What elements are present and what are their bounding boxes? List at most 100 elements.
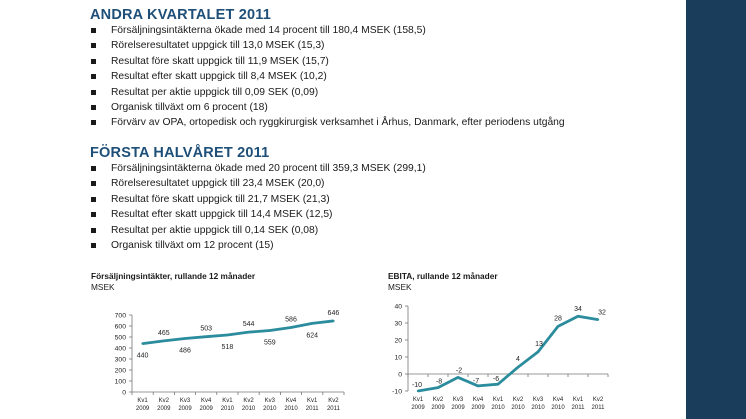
bullet-square-icon — [91, 166, 96, 171]
y-tick-label: 0 — [398, 371, 402, 378]
x-tick-label: 2009 — [431, 405, 445, 411]
data-point — [162, 339, 165, 343]
data-point — [516, 366, 520, 369]
x-tick-label: Kv1 — [413, 397, 424, 403]
data-label: -8 — [436, 379, 442, 386]
y-tick-label: 40 — [394, 303, 402, 310]
data-point — [311, 322, 314, 325]
bullet-square-icon — [91, 196, 96, 202]
bullet-list-q2: Försäljningsintäkterna ökade med 14 proc… — [90, 23, 565, 131]
x-tick-label: Kv3 — [265, 398, 276, 404]
bullet-square-icon — [91, 181, 96, 187]
x-tick-label: 2010 — [242, 406, 256, 412]
data-label: -7 — [473, 378, 479, 385]
data-label: 486 — [179, 348, 191, 355]
x-tick-label: Kv2 — [513, 397, 524, 403]
x-tick-label: 2010 — [511, 405, 525, 411]
x-tick-label: 2011 — [327, 406, 341, 412]
x-tick-label: 2009 — [411, 405, 425, 411]
x-tick-label: 2010 — [551, 405, 565, 411]
x-tick-label: 2011 — [592, 405, 606, 411]
section-title-q2: ANDRA KVARTALET 2011 — [90, 7, 271, 23]
x-tick-label: Kv4 — [553, 397, 564, 403]
data-point — [247, 330, 250, 334]
bullet-item: Rörelseresultatet uppgick till 13,0 MSEK… — [90, 38, 565, 53]
bullet-item: Rörelseresultatet uppgick till 23,4 MSEK… — [90, 176, 426, 191]
data-label: 586 — [285, 317, 297, 324]
x-tick-label: 2009 — [178, 406, 192, 412]
data-label: 465 — [158, 330, 170, 337]
data-point — [141, 342, 144, 345]
x-tick-label: Kv3 — [453, 397, 464, 403]
x-tick-label: Kv3 — [533, 397, 544, 403]
data-label: 646 — [328, 310, 340, 317]
x-tick-label: Kv1 — [307, 398, 318, 404]
chart-unit-ebita: MSEK — [388, 282, 412, 292]
bullet-item: Organisk tillväxt om 12 procent (15) — [90, 238, 426, 253]
bullet-square-icon — [91, 120, 96, 126]
bullet-square-icon — [91, 58, 96, 64]
data-label: 518 — [222, 344, 234, 351]
data-point — [596, 318, 600, 321]
bullet-text: Resultat efter skatt uppgick till 14,4 M… — [111, 209, 333, 221]
y-tick-label: 20 — [394, 337, 402, 344]
data-label: 544 — [243, 321, 255, 328]
sidebar-band — [686, 0, 746, 419]
data-label: 28 — [554, 315, 562, 322]
bullet-item: Förvärv av OPA, ortopedisk och ryggkirur… — [90, 115, 565, 130]
y-tick-label: 300 — [115, 356, 127, 363]
data-label: -6 — [493, 376, 499, 383]
y-tick-label: -10 — [392, 388, 402, 395]
x-tick-label: 2010 — [221, 406, 235, 412]
data-label: 4 — [516, 356, 520, 363]
x-tick-label: Kv2 — [593, 397, 604, 403]
y-tick-label: 30 — [394, 320, 402, 327]
x-tick-label: Kv2 — [328, 398, 339, 404]
x-tick-label: Kv4 — [286, 398, 297, 404]
bullet-square-icon — [91, 28, 96, 33]
bullet-item: Försäljningsintäkterna ökade med 14 proc… — [90, 23, 565, 38]
x-tick-label: Kv3 — [180, 398, 191, 404]
x-tick-label: Kv1 — [573, 397, 584, 403]
bullet-square-icon — [91, 74, 96, 80]
bullet-item: Resultat per aktie uppgick till 0,14 SEK… — [90, 223, 426, 238]
bullet-square-icon — [91, 212, 96, 218]
x-tick-label: Kv4 — [201, 398, 212, 404]
data-label: -10 — [412, 382, 422, 389]
x-tick-label: Kv4 — [473, 397, 484, 403]
y-tick-label: 100 — [115, 378, 127, 385]
data-point — [536, 350, 540, 354]
data-point — [226, 333, 229, 337]
data-label: 13 — [535, 341, 543, 348]
data-point — [183, 337, 187, 340]
bullet-square-icon — [91, 227, 96, 233]
bullet-text: Resultat före skatt uppgick till 11,9 MS… — [111, 55, 329, 67]
bullet-square-icon — [91, 89, 96, 95]
bullet-text: Försäljningsintäkterna ökade med 14 proc… — [111, 25, 426, 36]
bullet-square-icon — [91, 242, 96, 248]
bullet-item: Försäljningsintäkterna ökade med 20 proc… — [90, 161, 426, 176]
data-label: 624 — [306, 332, 318, 339]
y-tick-label: 700 — [115, 312, 127, 319]
x-tick-label: 2011 — [306, 406, 320, 412]
bullet-square-icon — [91, 104, 96, 110]
chart-unit-sales: MSEK — [91, 282, 115, 292]
x-tick-label: 2009 — [200, 406, 214, 412]
chart-title-ebita: EBITA, rullande 12 månader — [388, 271, 498, 281]
x-tick-label: 2010 — [491, 405, 505, 411]
data-point — [436, 386, 440, 389]
bullet-text: Förvärv av OPA, ortopedisk och ryggkirur… — [111, 117, 565, 129]
data-label: 34 — [574, 306, 582, 313]
x-tick-label: 2009 — [136, 406, 150, 412]
bullet-text: Organisk tillväxt om 6 procent (18) — [111, 101, 268, 113]
bullet-item: Resultat före skatt uppgick till 21,7 MS… — [90, 192, 426, 207]
x-tick-label: Kv2 — [159, 398, 170, 404]
data-point — [476, 384, 480, 388]
data-point — [456, 376, 460, 379]
bullet-item: Resultat efter skatt uppgick till 14,4 M… — [90, 207, 426, 222]
bullet-item: Resultat före skatt uppgick till 11,9 MS… — [90, 54, 565, 69]
x-tick-label: Kv2 — [433, 397, 444, 403]
data-point — [576, 315, 580, 318]
x-tick-label: 2011 — [572, 405, 586, 411]
